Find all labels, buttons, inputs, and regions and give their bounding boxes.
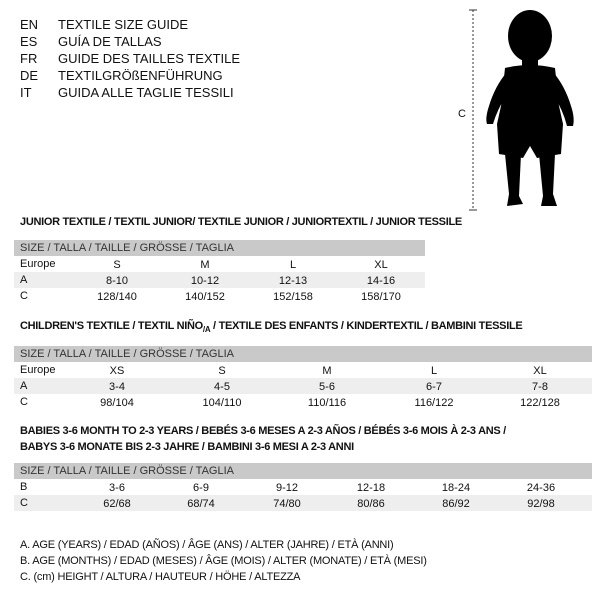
table-header: SIZE / TALLA / TAILLE / GRÖSSE / TAGLIA xyxy=(14,240,425,256)
lang-en: EN TEXTILE SIZE GUIDE xyxy=(20,17,189,32)
lang-es: ES GUÍA DE TALLAS xyxy=(20,34,162,49)
babies-title-line1: BABIES 3-6 MONTH TO 2-3 YEARS / BEBÉS 3-… xyxy=(20,425,506,437)
lang-fr: FR GUIDE DES TAILLES TEXTILE xyxy=(20,51,241,66)
babies-size-table: SIZE / TALLA / TAILLE / GRÖSSE / TAGLIA … xyxy=(14,463,592,511)
table-row: A 3-4 4-5 5-6 6-7 7-8 xyxy=(14,378,592,394)
legend-a: A. AGE (YEARS) / EDAD (AÑOS) / ÂGE (ANS)… xyxy=(20,539,394,551)
children-title: CHILDREN'S TEXTILE / TEXTIL NIÑO/A / TEX… xyxy=(20,320,523,335)
table-row: C 128/140 140/152 152/158 158/170 xyxy=(20,290,401,303)
babies-title-line2: BABYS 3-6 MONATE BIS 2-3 JAHRE / BAMBINI… xyxy=(20,441,354,453)
lang-it: IT GUIDA ALLE TAGLIE TESSILI xyxy=(20,85,234,100)
legend-b: B. AGE (MONTHS) / EDAD (MESES) / ÂGE (MO… xyxy=(20,555,427,567)
table-row: Europe S M L XL xyxy=(20,258,388,271)
child-silhouette-icon xyxy=(469,9,574,211)
lang-de: DE TEXTILGRÖßENFÜHRUNG xyxy=(20,68,223,83)
table-header: SIZE / TALLA / TAILLE / GRÖSSE / TAGLIA xyxy=(14,346,592,362)
table-row: C 98/104 104/110 110/116 116/122 122/128 xyxy=(20,396,560,409)
legend-c: C. (cm) HEIGHT / ALTURA / HAUTEUR / HÖHE… xyxy=(20,571,301,583)
junior-title: JUNIOR TEXTILE / TEXTIL JUNIOR/ TEXTILE … xyxy=(20,216,462,228)
table-row: Europe XS S M L XL xyxy=(20,364,547,377)
height-marker-label: C xyxy=(458,108,466,120)
children-size-table: SIZE / TALLA / TAILLE / GRÖSSE / TAGLIA … xyxy=(14,346,592,410)
junior-size-table: SIZE / TALLA / TAILLE / GRÖSSE / TAGLIA … xyxy=(14,240,425,304)
table-row: B 3-6 6-9 9-12 12-18 18-24 24-36 xyxy=(20,481,556,494)
table-row: A 8-10 10-12 12-13 14-16 xyxy=(14,272,425,288)
table-row: C 62/68 68/74 74/80 80/86 86/92 92/98 xyxy=(14,495,592,511)
table-header: SIZE / TALLA / TAILLE / GRÖSSE / TAGLIA xyxy=(14,463,592,479)
